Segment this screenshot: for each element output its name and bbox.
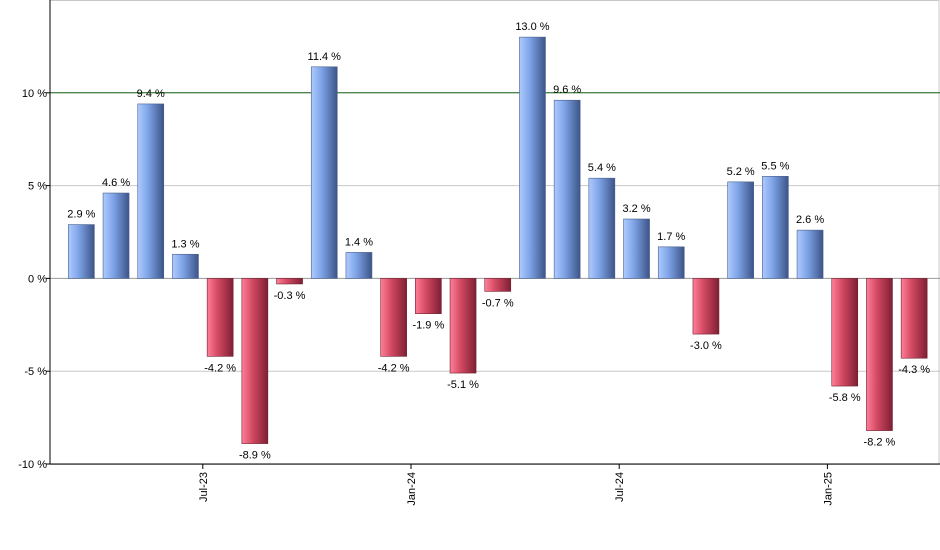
data-labels: 2.9 % 4.6 % 9.4 % 1.3 % -4.2 % -8.9 % -0.3 % 11…	[67, 21, 930, 461]
data-label: -3.0 %	[690, 340, 722, 352]
bar	[588, 177, 616, 279]
bar	[345, 252, 373, 279]
data-label: 5.4 %	[588, 162, 616, 174]
y-tick-label: -10 %	[18, 459, 47, 471]
data-label: 1.3 %	[171, 238, 199, 250]
x-tick-label: Jan-24	[406, 472, 418, 506]
data-label: 2.6 %	[796, 214, 824, 226]
bar	[137, 103, 165, 279]
bar	[172, 253, 199, 279]
data-label: -8.9 %	[239, 450, 271, 462]
bar	[623, 218, 650, 279]
bar	[727, 181, 754, 279]
x-tick-label: Jan-25	[822, 472, 834, 506]
bar	[831, 278, 859, 387]
bar	[449, 278, 477, 374]
data-label: 3.2 %	[622, 203, 650, 215]
bar	[102, 192, 130, 279]
y-tick-label: 10 %	[22, 88, 47, 100]
bar	[68, 224, 95, 279]
bar	[900, 278, 928, 359]
bar	[519, 36, 546, 279]
bars	[68, 36, 928, 444]
bar	[415, 278, 442, 314]
bar	[206, 278, 234, 357]
axes: -10 % -5 % 0 % 5 % 10 % Jul-23 Jan-24 Jul-24 Jan…	[18, 0, 940, 506]
data-label: 9.6 %	[553, 84, 581, 96]
data-label: -4.2 %	[378, 362, 410, 374]
data-label: 5.2 %	[727, 166, 755, 178]
bar	[866, 278, 893, 431]
data-label: -1.9 %	[412, 320, 444, 332]
bar	[762, 176, 789, 279]
data-label: 1.4 %	[345, 236, 373, 248]
data-label: 4.6 %	[102, 177, 130, 189]
bar	[241, 278, 269, 444]
y-tick-label: -5 %	[24, 366, 47, 378]
data-label: -4.3 %	[898, 364, 930, 376]
bar	[553, 99, 581, 279]
bar	[796, 229, 824, 279]
data-label: 1.7 %	[657, 231, 685, 243]
bar	[484, 278, 512, 292]
data-label: 9.4 %	[137, 88, 165, 100]
y-tick-label: 0 %	[28, 273, 47, 285]
data-label: 5.5 %	[761, 160, 789, 172]
data-label: -0.3 %	[274, 290, 306, 302]
data-label: 11.4 %	[308, 51, 342, 63]
y-tick-label: 5 %	[28, 181, 47, 193]
data-label: -8.2 %	[864, 437, 896, 449]
bar	[380, 278, 407, 357]
data-label: 13.0 %	[515, 21, 549, 33]
bar	[692, 278, 720, 335]
data-label: 2.9 %	[67, 209, 95, 221]
bar	[657, 246, 685, 279]
bar	[276, 278, 303, 285]
x-tick-label: Jul-23	[198, 472, 210, 502]
bar	[310, 66, 338, 279]
data-label: -5.1 %	[447, 379, 479, 391]
x-tick-label: Jul-24	[614, 472, 626, 502]
data-label: -0.7 %	[482, 297, 514, 309]
data-label: -4.2 %	[204, 362, 236, 374]
data-label: -5.8 %	[829, 392, 861, 404]
